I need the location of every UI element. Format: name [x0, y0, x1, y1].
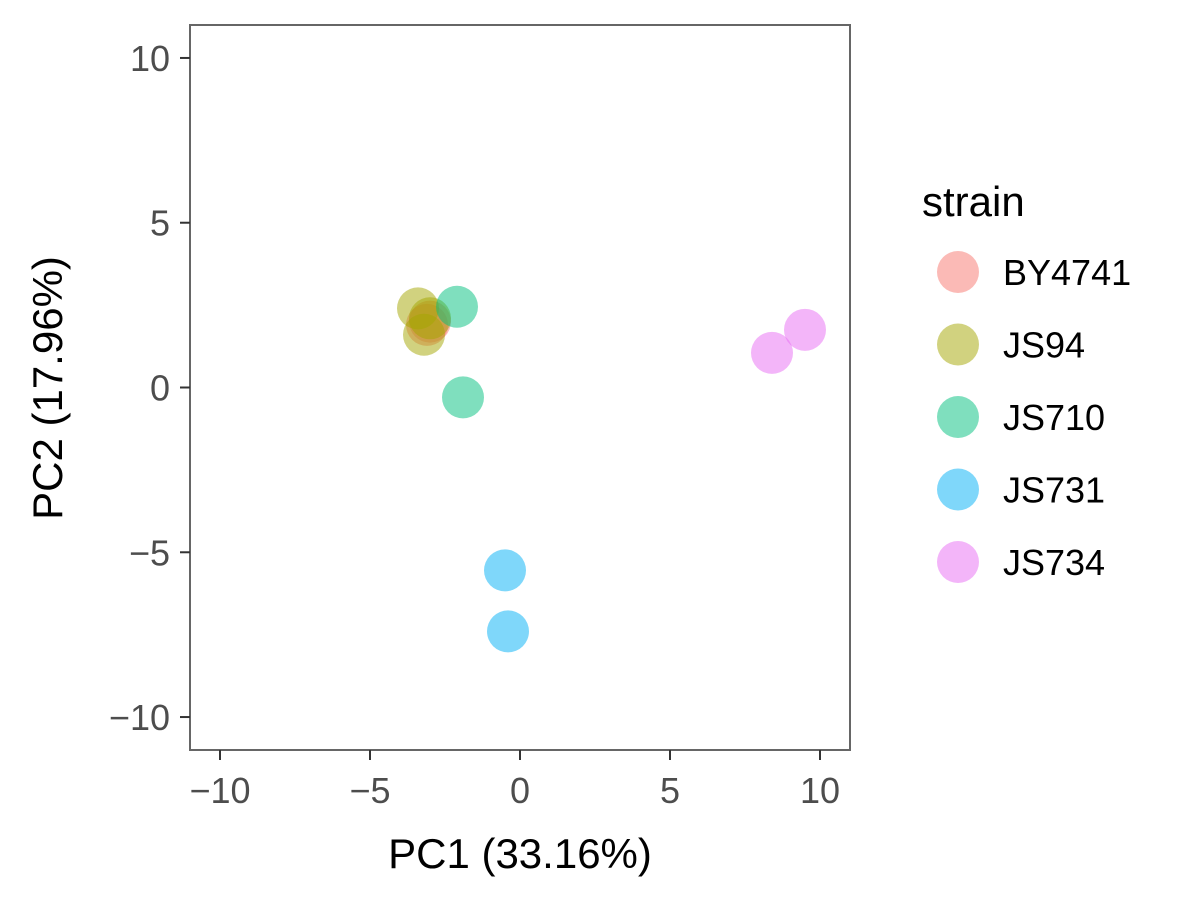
x-tick-label: 0 — [510, 770, 530, 811]
data-point-js731 — [487, 610, 529, 653]
x-axis: −10 −5 0 5 10 — [189, 750, 840, 811]
data-point-js734 — [784, 308, 826, 351]
y-axis-title: PC2 (17.96%) — [24, 256, 71, 520]
x-tick-label: 10 — [800, 770, 840, 811]
y-tick-label: −10 — [109, 697, 170, 738]
legend-label-js734: JS734 — [1003, 542, 1105, 583]
x-tick-label: −10 — [189, 770, 250, 811]
y-axis: −10 −5 0 5 10 — [109, 38, 190, 738]
legend-key-by4741 — [937, 251, 979, 293]
x-tick-label: 5 — [660, 770, 680, 811]
legend-label-js710: JS710 — [1003, 397, 1105, 438]
x-axis-title: PC1 (33.16%) — [388, 830, 652, 877]
legend-label-js731: JS731 — [1003, 470, 1105, 511]
points-layer — [397, 285, 826, 653]
legend-label-js94: JS94 — [1003, 325, 1085, 366]
x-tick-label: −5 — [349, 770, 390, 811]
data-point-js734 — [751, 331, 793, 374]
legend-key-js734 — [937, 541, 979, 583]
legend-key-js731 — [937, 468, 979, 511]
legend-key-js94 — [937, 323, 979, 366]
legend-title: strain — [922, 178, 1025, 225]
legend-label-by4741: BY4741 — [1003, 252, 1131, 293]
legend-key-js710 — [937, 396, 979, 438]
y-tick-label: 10 — [130, 38, 170, 79]
data-point-js710 — [436, 285, 478, 328]
y-tick-label: 5 — [150, 203, 170, 244]
legend: BY4741 JS94 JS710 JS731 JS734 — [937, 251, 1131, 583]
data-point-js710 — [442, 376, 484, 419]
y-tick-label: −5 — [129, 532, 170, 573]
data-point-js731 — [484, 549, 526, 592]
y-tick-label: 0 — [150, 368, 170, 409]
